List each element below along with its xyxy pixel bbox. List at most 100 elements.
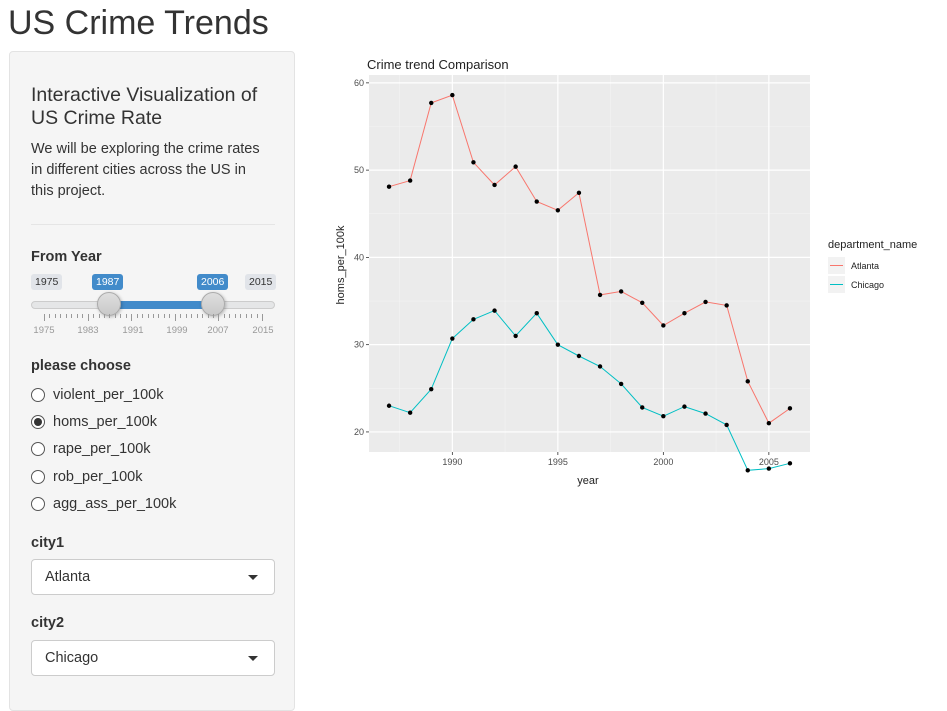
slider-tick-label: 2015 <box>252 325 274 336</box>
data-point <box>450 92 455 98</box>
radio-label: rape_per_100k <box>53 441 151 457</box>
slider-tick <box>174 314 176 321</box>
radio-button[interactable] <box>31 470 45 484</box>
data-point <box>618 381 624 387</box>
city1-value: Atlanta <box>45 569 91 585</box>
data-point <box>534 199 539 204</box>
city1-label: city1 <box>31 535 65 551</box>
city1-select[interactable]: Atlanta <box>31 559 275 595</box>
slider-tick <box>158 314 160 318</box>
x-tick-label: 2000 <box>653 457 673 467</box>
page-title: US Crime Trends <box>8 4 269 42</box>
slider-tick <box>136 314 138 318</box>
legend-title: department_name <box>828 239 917 251</box>
radio-violent[interactable]: violent_per_100k <box>31 385 163 405</box>
slider-tick <box>98 314 100 318</box>
data-point <box>513 333 518 339</box>
slider-tick <box>218 314 220 321</box>
slider-tick-label: 1983 <box>77 325 99 336</box>
radio-agg-ass[interactable]: agg_ass_per_100k <box>31 494 176 514</box>
slider-tick <box>114 314 116 318</box>
slider-tick <box>131 314 133 321</box>
y-axis-title: homs_per_100k <box>335 225 347 304</box>
panel-title: Interactive Visualization of US Crime Ra… <box>31 84 258 129</box>
slider-handle-from[interactable] <box>97 292 121 316</box>
y-tick-label: 40 <box>354 252 364 262</box>
data-point <box>534 311 539 316</box>
series-line-chicago <box>388 309 791 471</box>
slider-tick <box>245 314 247 318</box>
data-point <box>618 289 624 294</box>
x-tick-label: 1990 <box>442 457 462 467</box>
radio-label: homs_per_100k <box>53 414 157 430</box>
x-tick-label: 2005 <box>759 457 779 467</box>
data-point <box>766 421 772 426</box>
data-point <box>386 403 392 408</box>
data-point <box>407 178 413 183</box>
y-tick-label: 30 <box>354 340 364 350</box>
radio-button-checked[interactable] <box>31 415 45 429</box>
slider-tick <box>207 314 209 318</box>
data-point <box>513 164 518 169</box>
series-line-atlanta <box>388 94 791 424</box>
data-point <box>703 299 708 305</box>
data-point <box>682 404 687 409</box>
slider-tick-label: 1999 <box>166 325 188 336</box>
radio-button[interactable] <box>31 388 45 402</box>
city2-select[interactable]: Chicago <box>31 640 275 676</box>
slider-tick <box>262 314 263 321</box>
slider-tick <box>44 314 45 321</box>
slider-max-label: 2015 <box>245 274 277 290</box>
data-point <box>555 342 561 347</box>
radio-homs[interactable]: homs_per_100k <box>31 412 157 432</box>
city2-value: Chicago <box>45 650 99 666</box>
data-point <box>724 303 729 308</box>
slider-selected-range[interactable] <box>110 301 214 309</box>
y-tick-label: 20 <box>354 427 364 437</box>
slider-tick <box>169 314 171 318</box>
slider-tick <box>109 314 111 318</box>
slider-tick <box>202 314 204 318</box>
legend-label: Atlanta <box>851 261 879 271</box>
data-point <box>429 100 434 106</box>
slider-tick-label: 1991 <box>122 325 144 336</box>
radio-rob[interactable]: rob_per_100k <box>31 467 143 487</box>
slider-ticks <box>31 314 275 324</box>
data-point <box>682 311 687 316</box>
y-tick-label: 60 <box>354 78 364 88</box>
data-point <box>766 466 772 471</box>
data-point <box>597 364 603 369</box>
data-point <box>386 184 392 189</box>
plot-area: 1990 1995 2000 2005 20 30 40 50 60 <box>354 75 810 473</box>
slider-handle-to[interactable] <box>201 292 225 316</box>
data-point <box>450 336 455 341</box>
radio-rape[interactable]: rape_per_100k <box>31 439 151 459</box>
slider-tick-label: 2007 <box>207 325 229 336</box>
slider-tick <box>229 314 231 318</box>
data-point <box>787 461 793 466</box>
data-point <box>640 300 645 305</box>
slider-tick <box>142 314 144 318</box>
radio-button[interactable] <box>31 442 45 456</box>
slider-from-value: 1987 <box>92 274 124 290</box>
slider-tick <box>60 314 62 318</box>
data-point <box>471 317 476 322</box>
radio-button[interactable] <box>31 497 45 511</box>
panel-description: We will be exploring the crime rates in … <box>31 141 260 199</box>
slider-tick <box>180 314 182 318</box>
slider-tick <box>147 314 149 318</box>
data-point <box>661 414 666 419</box>
plot-background <box>369 75 810 452</box>
data-point <box>703 411 708 416</box>
slider-to-value: 2006 <box>197 274 229 290</box>
data-point <box>492 308 497 313</box>
data-point <box>407 410 413 415</box>
year-slider-label: From Year <box>31 249 102 265</box>
legend-label: Chicago <box>851 280 884 290</box>
data-point <box>492 182 497 188</box>
x-axis-title: year <box>577 475 599 487</box>
slider-tick <box>196 314 198 318</box>
data-point <box>429 386 434 392</box>
data-point <box>576 190 582 196</box>
slider-tick <box>87 314 89 321</box>
